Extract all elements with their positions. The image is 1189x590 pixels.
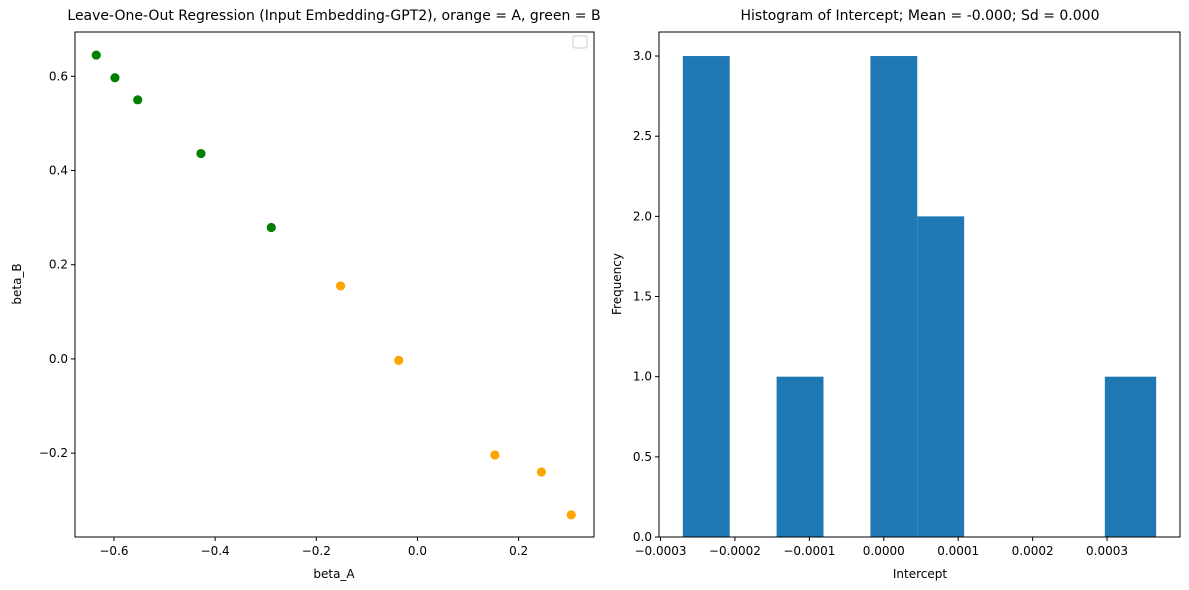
x-tick-label: −0.2 — [302, 544, 331, 558]
y-tick-label: 2.5 — [633, 129, 652, 143]
scatter-point — [536, 467, 546, 477]
x-tick-label: −0.0003 — [634, 544, 686, 558]
scatter-point — [490, 450, 500, 460]
x-tick-label: 0.0002 — [1012, 544, 1054, 558]
y-tick-label: 2.0 — [633, 209, 652, 223]
scatter-panel: Leave-One-Out Regression (Input Embeddin… — [10, 8, 601, 581]
x-tick-label: 0.0003 — [1086, 544, 1128, 558]
histogram-bar — [776, 376, 824, 537]
y-tick-label: 1.0 — [633, 370, 652, 384]
scatter-point — [91, 50, 101, 60]
histogram-y-label: Frequency — [610, 253, 624, 315]
histogram-x-label: Intercept — [893, 567, 948, 581]
y-tick-label: 0.0 — [633, 530, 652, 544]
scatter-y-ticks: −0.2 0.0 0.2 0.4 0.6 — [39, 69, 75, 460]
scatter-axes-frame — [74, 31, 595, 538]
histogram-bar — [917, 216, 965, 537]
x-tick-label: −0.6 — [99, 544, 128, 558]
histogram-bar — [1104, 376, 1157, 537]
y-tick-label: 0.4 — [49, 163, 68, 177]
x-tick-label: 0.2 — [509, 544, 528, 558]
scatter-points — [91, 50, 576, 520]
x-tick-label: −0.4 — [201, 544, 230, 558]
y-tick-label: 3.0 — [633, 49, 652, 63]
y-tick-label: 0.0 — [49, 352, 68, 366]
scatter-title: Leave-One-Out Regression (Input Embeddin… — [67, 8, 600, 24]
scatter-point — [566, 510, 576, 520]
scatter-x-label: beta_A — [313, 567, 355, 581]
scatter-point — [394, 355, 404, 365]
y-tick-label: 0.6 — [49, 69, 68, 83]
x-tick-label: 0.0001 — [937, 544, 979, 558]
y-tick-label: 0.2 — [49, 258, 68, 272]
scatter-x-ticks: −0.6 −0.4 −0.2 0.0 0.2 — [99, 537, 528, 558]
y-tick-label: −0.2 — [39, 446, 68, 460]
x-tick-label: −0.0001 — [783, 544, 835, 558]
x-tick-label: 0.0000 — [863, 544, 905, 558]
histogram-panel: Histogram of Intercept; Mean = -0.000; S… — [610, 8, 1181, 581]
histogram-y-ticks: 0.0 0.5 1.0 1.5 2.0 2.5 3.0 — [633, 49, 659, 544]
scatter-point — [266, 222, 276, 233]
scatter-legend-box — [572, 35, 588, 49]
y-tick-label: 0.5 — [633, 450, 652, 464]
histogram-bar — [870, 56, 918, 538]
x-tick-label: −0.0002 — [709, 544, 761, 558]
x-tick-label: 0.0 — [408, 544, 427, 558]
scatter-point — [110, 73, 120, 83]
y-tick-label: 1.5 — [633, 290, 652, 304]
histogram-bar — [682, 56, 730, 538]
scatter-point — [196, 148, 206, 159]
histogram-x-ticks: −0.0003 −0.0002 −0.0001 0.0000 0.0001 0.0002 0… — [634, 537, 1128, 558]
scatter-y-label: beta_B — [10, 263, 24, 304]
scatter-point — [335, 281, 346, 291]
histogram-axes-frame — [658, 31, 1181, 538]
histogram-title: Histogram of Intercept; Mean = -0.000; S… — [741, 8, 1100, 24]
scatter-point — [133, 95, 143, 105]
histogram-bars — [682, 56, 1157, 538]
